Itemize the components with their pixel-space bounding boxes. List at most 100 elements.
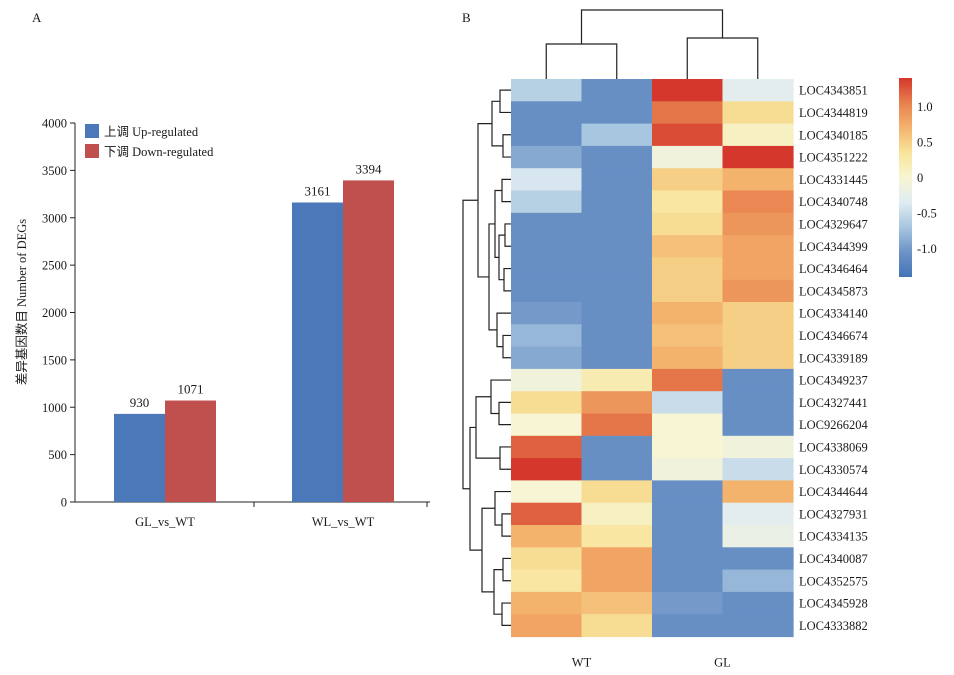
- heatmap-cell: [652, 502, 724, 526]
- row-label: LOC4340185: [799, 128, 868, 142]
- column-label: WT: [572, 656, 592, 670]
- heatmap-cell: [722, 346, 794, 370]
- heatmap-cell: [722, 614, 794, 638]
- dendrogram-branch: [504, 223, 511, 247]
- column-labels: WT GL: [572, 656, 731, 670]
- heatmap-cell: [581, 614, 653, 638]
- heatmap-cell: [511, 302, 583, 325]
- dendrogram-branch: [503, 267, 511, 292]
- heatmap-cell: [511, 413, 583, 437]
- row-label: LOC4339189: [799, 351, 868, 365]
- heatmap-cell: [511, 190, 583, 214]
- dendrogram-branch: [496, 312, 511, 348]
- colorbar-tick-label: -0.5: [917, 207, 937, 221]
- heatmap-cell: [652, 190, 724, 214]
- row-label: LOC4345873: [799, 284, 868, 298]
- bar-value-label: 3161: [305, 183, 331, 198]
- heatmap-cell: [511, 525, 583, 548]
- heatmap-cell: [722, 145, 794, 169]
- row-label: LOC4334135: [799, 530, 868, 544]
- heatmap-cell: [722, 190, 794, 214]
- heatmap-cell: [581, 346, 653, 370]
- heatmap-cell: [652, 346, 724, 370]
- row-label: LOC4344644: [799, 485, 869, 499]
- bar: [292, 202, 343, 503]
- dendrogram-branch: [501, 602, 511, 626]
- colorbar-tick-label: -1.0: [917, 242, 937, 256]
- x-tick-label: GL_vs_WT: [135, 515, 195, 529]
- row-label: LOC4344399: [799, 240, 868, 254]
- dendrogram-branch: [491, 100, 503, 147]
- row-label: LOC4338069: [799, 440, 868, 454]
- dendrogram-branch: [462, 199, 478, 490]
- dendrogram-branch: [481, 507, 495, 593]
- heatmap-cell: [581, 324, 653, 348]
- colorbar-tick-label: 0: [917, 171, 923, 185]
- heatmap-cell: [652, 123, 724, 147]
- x-tick-label: WL_vs_WT: [312, 515, 375, 529]
- heatmap-cell: [652, 591, 724, 615]
- dendrogram-branch: [477, 123, 492, 278]
- bar: [114, 413, 165, 502]
- heatmap-cell: [581, 525, 653, 548]
- heatmap-cell: [581, 547, 653, 571]
- heatmap-cell: [652, 413, 724, 437]
- heatmap-cell: [722, 168, 794, 192]
- y-tick-label: 1500: [42, 353, 67, 367]
- heatmap-cell: [511, 79, 583, 102]
- heatmap-cell: [581, 480, 653, 504]
- row-label: LOC4329647: [799, 217, 868, 231]
- dendrogram-branch: [475, 396, 500, 459]
- row-label: LOC4340748: [799, 195, 868, 209]
- heatmap-cell: [722, 502, 794, 526]
- dendrogram-branch: [502, 134, 511, 158]
- heatmap-cell: [722, 212, 794, 236]
- heatmap-cell: [581, 190, 653, 214]
- panel-b-label: B: [462, 10, 471, 25]
- x-tick-labels: GL_vs_WT WL_vs_WT: [135, 515, 374, 529]
- heatmap-cell: [722, 569, 794, 593]
- heatmap-cell: [511, 101, 583, 125]
- heatmap-cell: [581, 391, 653, 415]
- heatmap-cell: [652, 279, 724, 303]
- heatmap-cell: [511, 614, 583, 638]
- bar-series: [114, 180, 394, 503]
- heatmap-cell: [652, 458, 724, 481]
- heatmap-cell: [511, 279, 583, 303]
- heatmap-cell: [722, 391, 794, 415]
- y-tick-label: 2000: [42, 306, 67, 320]
- row-label: LOC4345928: [799, 597, 868, 611]
- colorbar-tick-label: 1.0: [917, 100, 933, 114]
- row-label: LOC4327441: [799, 396, 868, 410]
- y-axis-label: 差异基因数目 Number of DEGs: [14, 219, 29, 385]
- y-tick-label: 4000: [42, 117, 67, 131]
- heatmap-cell: [511, 480, 583, 504]
- heatmap-cell: [511, 324, 583, 348]
- row-label: LOC4327931: [799, 507, 868, 521]
- bar-value-label: 930: [130, 395, 150, 410]
- heatmap-cell: [511, 591, 583, 615]
- row-label: LOC4344819: [799, 106, 868, 120]
- colorbar-tick-label: 0.5: [917, 135, 933, 149]
- heatmap-cell: [581, 123, 653, 147]
- heatmap-cell: [652, 525, 724, 548]
- row-label: LOC4334140: [799, 307, 868, 321]
- colorbar-gradient-bar: [899, 78, 912, 277]
- heatmap-cell: [652, 324, 724, 348]
- dendrogram-branch: [501, 513, 511, 537]
- row-label: LOC4351222: [799, 151, 868, 165]
- heatmap-cell: [652, 391, 724, 415]
- column-dendrogram: [545, 9, 759, 79]
- bar-data-labels: 930 3161 1071 3394: [130, 161, 382, 409]
- dendrogram-branch: [490, 379, 511, 415]
- heatmap-cell: [511, 435, 583, 459]
- heatmap-cell: [581, 279, 653, 303]
- heatmap-cell: [722, 413, 794, 437]
- y-tick-label: 500: [48, 448, 67, 462]
- dendrogram-branch: [499, 446, 511, 470]
- heatmap-cell: [511, 145, 583, 169]
- row-label: LOC4333882: [799, 619, 868, 633]
- heatmap-cell: [652, 212, 724, 236]
- dendrogram-branch: [498, 401, 511, 426]
